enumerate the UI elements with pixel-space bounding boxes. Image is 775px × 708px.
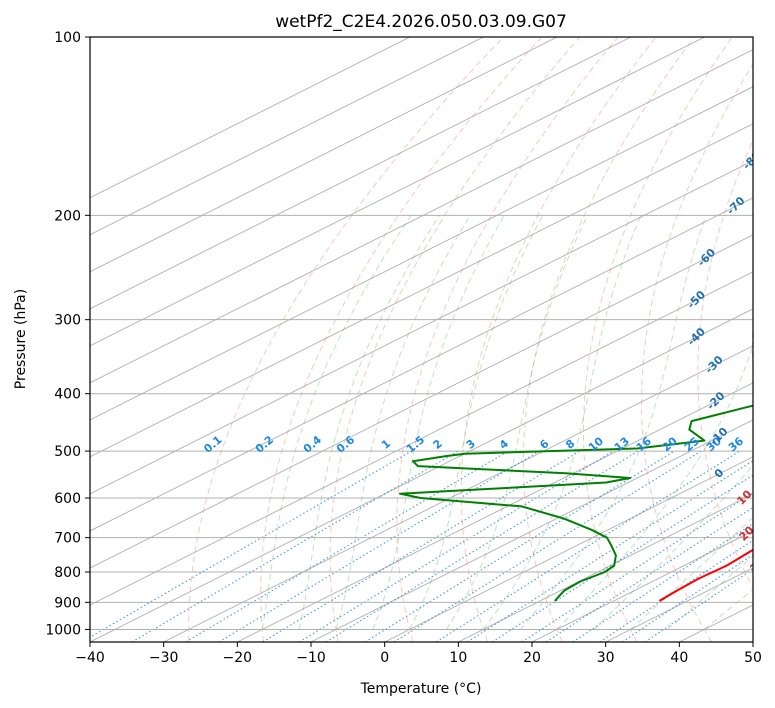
isotherm-label: -90 — [749, 108, 772, 131]
background-lines — [90, 37, 753, 642]
isotherm-line — [90, 234, 753, 569]
dry-adiabat-line — [697, 138, 753, 589]
isotherm-line — [90, 37, 484, 236]
dry-adiabat-line — [641, 63, 753, 642]
isotherm-line — [90, 37, 558, 273]
moist-adiabat-line — [409, 215, 544, 630]
dry-adiabat-line — [188, 37, 504, 642]
y-tick-label: 900 — [54, 595, 81, 611]
isotherm-line — [90, 123, 753, 458]
isotherm-line — [90, 37, 632, 310]
mixing-ratio-line — [436, 450, 741, 642]
mixing-ratio-line — [622, 553, 753, 642]
isotherm-line — [310, 419, 753, 642]
moist-adiabat-line — [630, 516, 753, 630]
y-tick-label: 500 — [54, 444, 81, 460]
mixing-ratio-line — [325, 450, 639, 642]
y-tick-label: 800 — [54, 565, 81, 581]
axis-ticks: −40 −30 −20 −10 0 10 20 30 40 50 100 200 300 400 500 60… — [45, 30, 762, 666]
mixing-ratio-line — [185, 450, 509, 642]
y-tick-label: 100 — [54, 30, 81, 46]
y-axis-label: Pressure (hPa) — [13, 289, 29, 389]
mixing-ratio-line — [599, 539, 753, 642]
mixing-ratio-line — [521, 492, 753, 642]
dry-adiabat-line — [260, 37, 542, 642]
x-tick-label: 50 — [744, 650, 762, 666]
chart-title: wetPf2_C2E4.2026.050.03.09.G07 — [275, 12, 567, 32]
sounding-series — [398, 404, 753, 602]
x-tick-label: 20 — [523, 650, 541, 666]
isotherm-line — [90, 271, 753, 606]
x-tick-label: 0 — [380, 650, 389, 666]
isotherm-line — [458, 493, 753, 642]
y-tick-label: 300 — [54, 313, 81, 329]
y-tick-label: 200 — [54, 208, 81, 224]
isotherm-line — [384, 456, 753, 642]
x-tick-label: −10 — [296, 650, 326, 666]
isotherm-label: 10 — [734, 487, 754, 507]
isotherm-line — [90, 37, 705, 347]
x-tick-label: −30 — [149, 650, 179, 666]
mixing-ratio-line — [365, 450, 675, 642]
isotherm-line — [237, 382, 753, 642]
y-tick-label: 700 — [54, 531, 81, 547]
isotherm-line — [90, 160, 753, 495]
y-tick-label: 600 — [54, 491, 81, 507]
x-tick-label: −40 — [75, 650, 105, 666]
isotherm-line — [531, 530, 753, 642]
x-tick-label: 10 — [449, 650, 467, 666]
x-axis-label: Temperature (°C) — [360, 681, 482, 697]
x-tick-label: −20 — [223, 650, 253, 666]
dry-adiabat-line — [396, 37, 619, 642]
dry-adiabat-line — [583, 37, 733, 642]
isotherm-line — [90, 49, 753, 384]
y-tick-label: 400 — [54, 387, 81, 403]
mixing-ratio-line — [218, 450, 540, 642]
isotherm-line — [90, 37, 411, 199]
mixing-ratio-line — [262, 450, 580, 642]
isotherm-label: 30 — [747, 555, 767, 575]
plot-frame — [89, 36, 754, 643]
isotherm-line — [90, 86, 753, 421]
x-tick-label: 30 — [597, 650, 615, 666]
y-tick-label: 1000 — [45, 622, 81, 638]
mixing-ratio-line — [467, 460, 753, 642]
dewpoint-profile — [398, 404, 753, 602]
isotherm-line — [90, 197, 753, 532]
isotherm-line — [90, 308, 753, 642]
mixing-ratio-line — [393, 450, 702, 642]
mixing-ratio-line — [298, 450, 614, 642]
isotherm-line — [163, 345, 753, 642]
dry-adiabat-line — [460, 37, 657, 642]
x-tick-label: 40 — [670, 650, 688, 666]
